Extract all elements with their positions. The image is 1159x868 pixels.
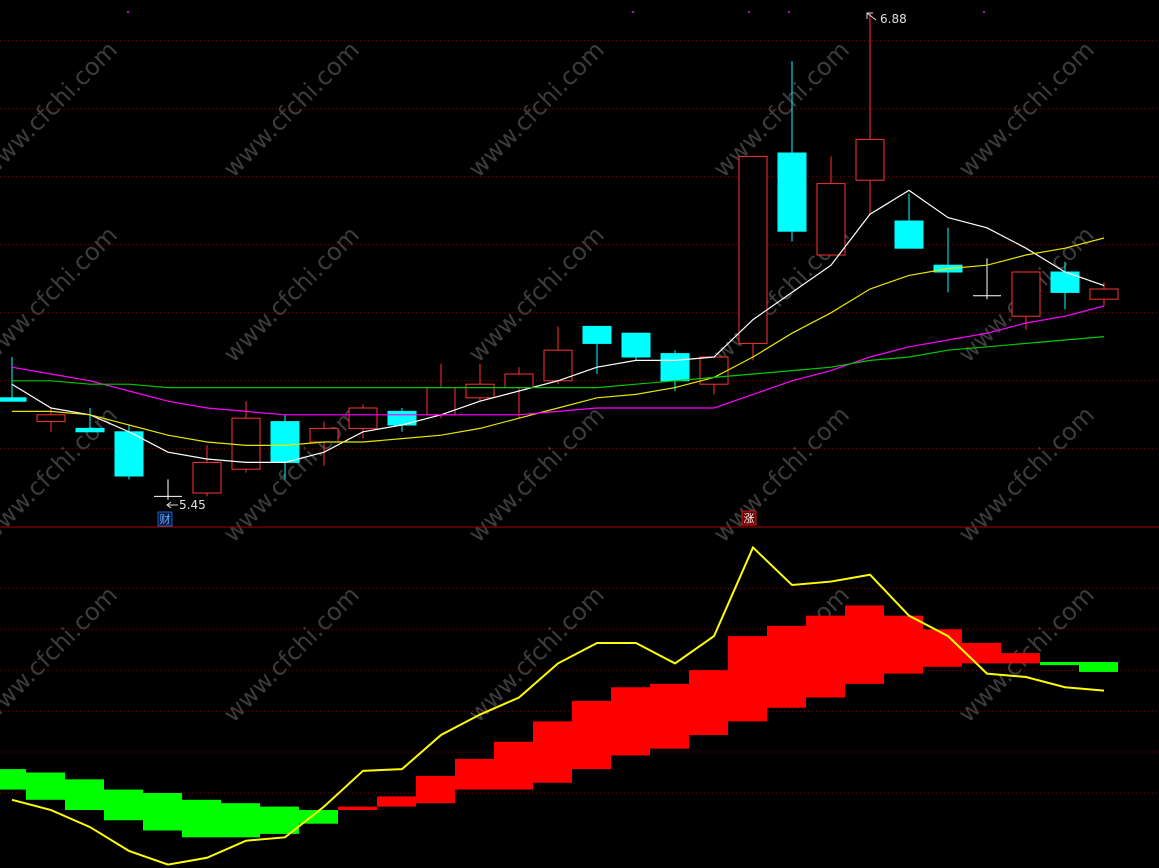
candle-body [426,387,456,416]
dot [127,11,129,13]
indicator-bar [728,636,767,722]
indicator-bar [143,792,182,831]
candle-body [36,414,66,423]
candle-body [777,152,807,232]
indicator-line [11,189,1105,463]
indicator-bar [572,700,611,770]
indicator-bar [221,803,260,838]
candle-body [660,353,690,382]
indicator-bar [26,772,65,800]
high-label: 6.88 [880,12,907,26]
indicator-bar [767,625,806,708]
indicator-bar [533,721,572,783]
top-dots [127,11,985,13]
dot [788,11,790,13]
low-annotation: 5.45 [166,498,206,512]
indicator-bar [650,683,689,749]
indicator-bar [299,810,338,824]
event-marker[interactable]: 财 [157,511,173,527]
candle-body [582,325,612,344]
indicator-bar [845,605,884,684]
candle-body [504,373,534,389]
indicator-bar [611,687,650,756]
indicator-bar [338,806,377,811]
indicator-bar [455,758,494,790]
low-label: 5.45 [179,498,206,512]
indicator-bar [1079,662,1118,672]
indicator-bar [260,806,299,834]
marker-box [157,511,173,527]
candle-body [465,383,495,399]
indicator-bar [104,789,143,821]
candle-body [816,183,846,256]
indicator-bar [806,615,845,698]
indicator-bar [884,615,923,674]
candle-body [894,220,924,249]
event-marker[interactable]: 涨 [741,510,757,526]
candle-body [1089,288,1119,300]
candle-body [270,421,300,463]
candle-body [0,397,27,402]
indicator-bar [689,670,728,736]
arrow [866,12,877,21]
indicator-bar [962,642,1001,664]
indicator-bar [182,799,221,838]
marker-text: 财 [160,512,171,526]
indicator-bar [416,775,455,804]
dot [983,11,985,13]
candle-body [1011,271,1041,317]
indicator-panel [0,545,1118,866]
candle-body [855,138,885,181]
marker-text: 涨 [744,512,755,525]
candle-body [621,332,651,358]
candle-body [543,349,573,382]
candle-body [738,155,768,344]
indicator-bar [0,769,26,790]
dot [632,11,634,13]
indicator-bar [1001,653,1040,664]
arrow-head [166,501,172,509]
candle-body [192,461,222,494]
indicator-bar [1040,662,1079,666]
dot [748,11,750,13]
candle-body [75,427,105,433]
indicator-line [12,336,1105,389]
indicator-line [12,237,1105,446]
indicator-bar [494,741,533,790]
arrow-head [866,12,873,19]
candle-body [114,431,144,477]
candle-body [348,407,378,429]
indicator-line [11,305,1105,416]
indicator-line [11,545,1105,866]
high-annotation: 6.88 [866,12,907,26]
price-panel [0,13,1119,500]
indicator-bar [923,629,962,667]
indicator-bar [377,796,416,807]
indicator-bar [65,779,104,811]
candle-body [309,427,339,443]
marker-box [741,510,757,526]
